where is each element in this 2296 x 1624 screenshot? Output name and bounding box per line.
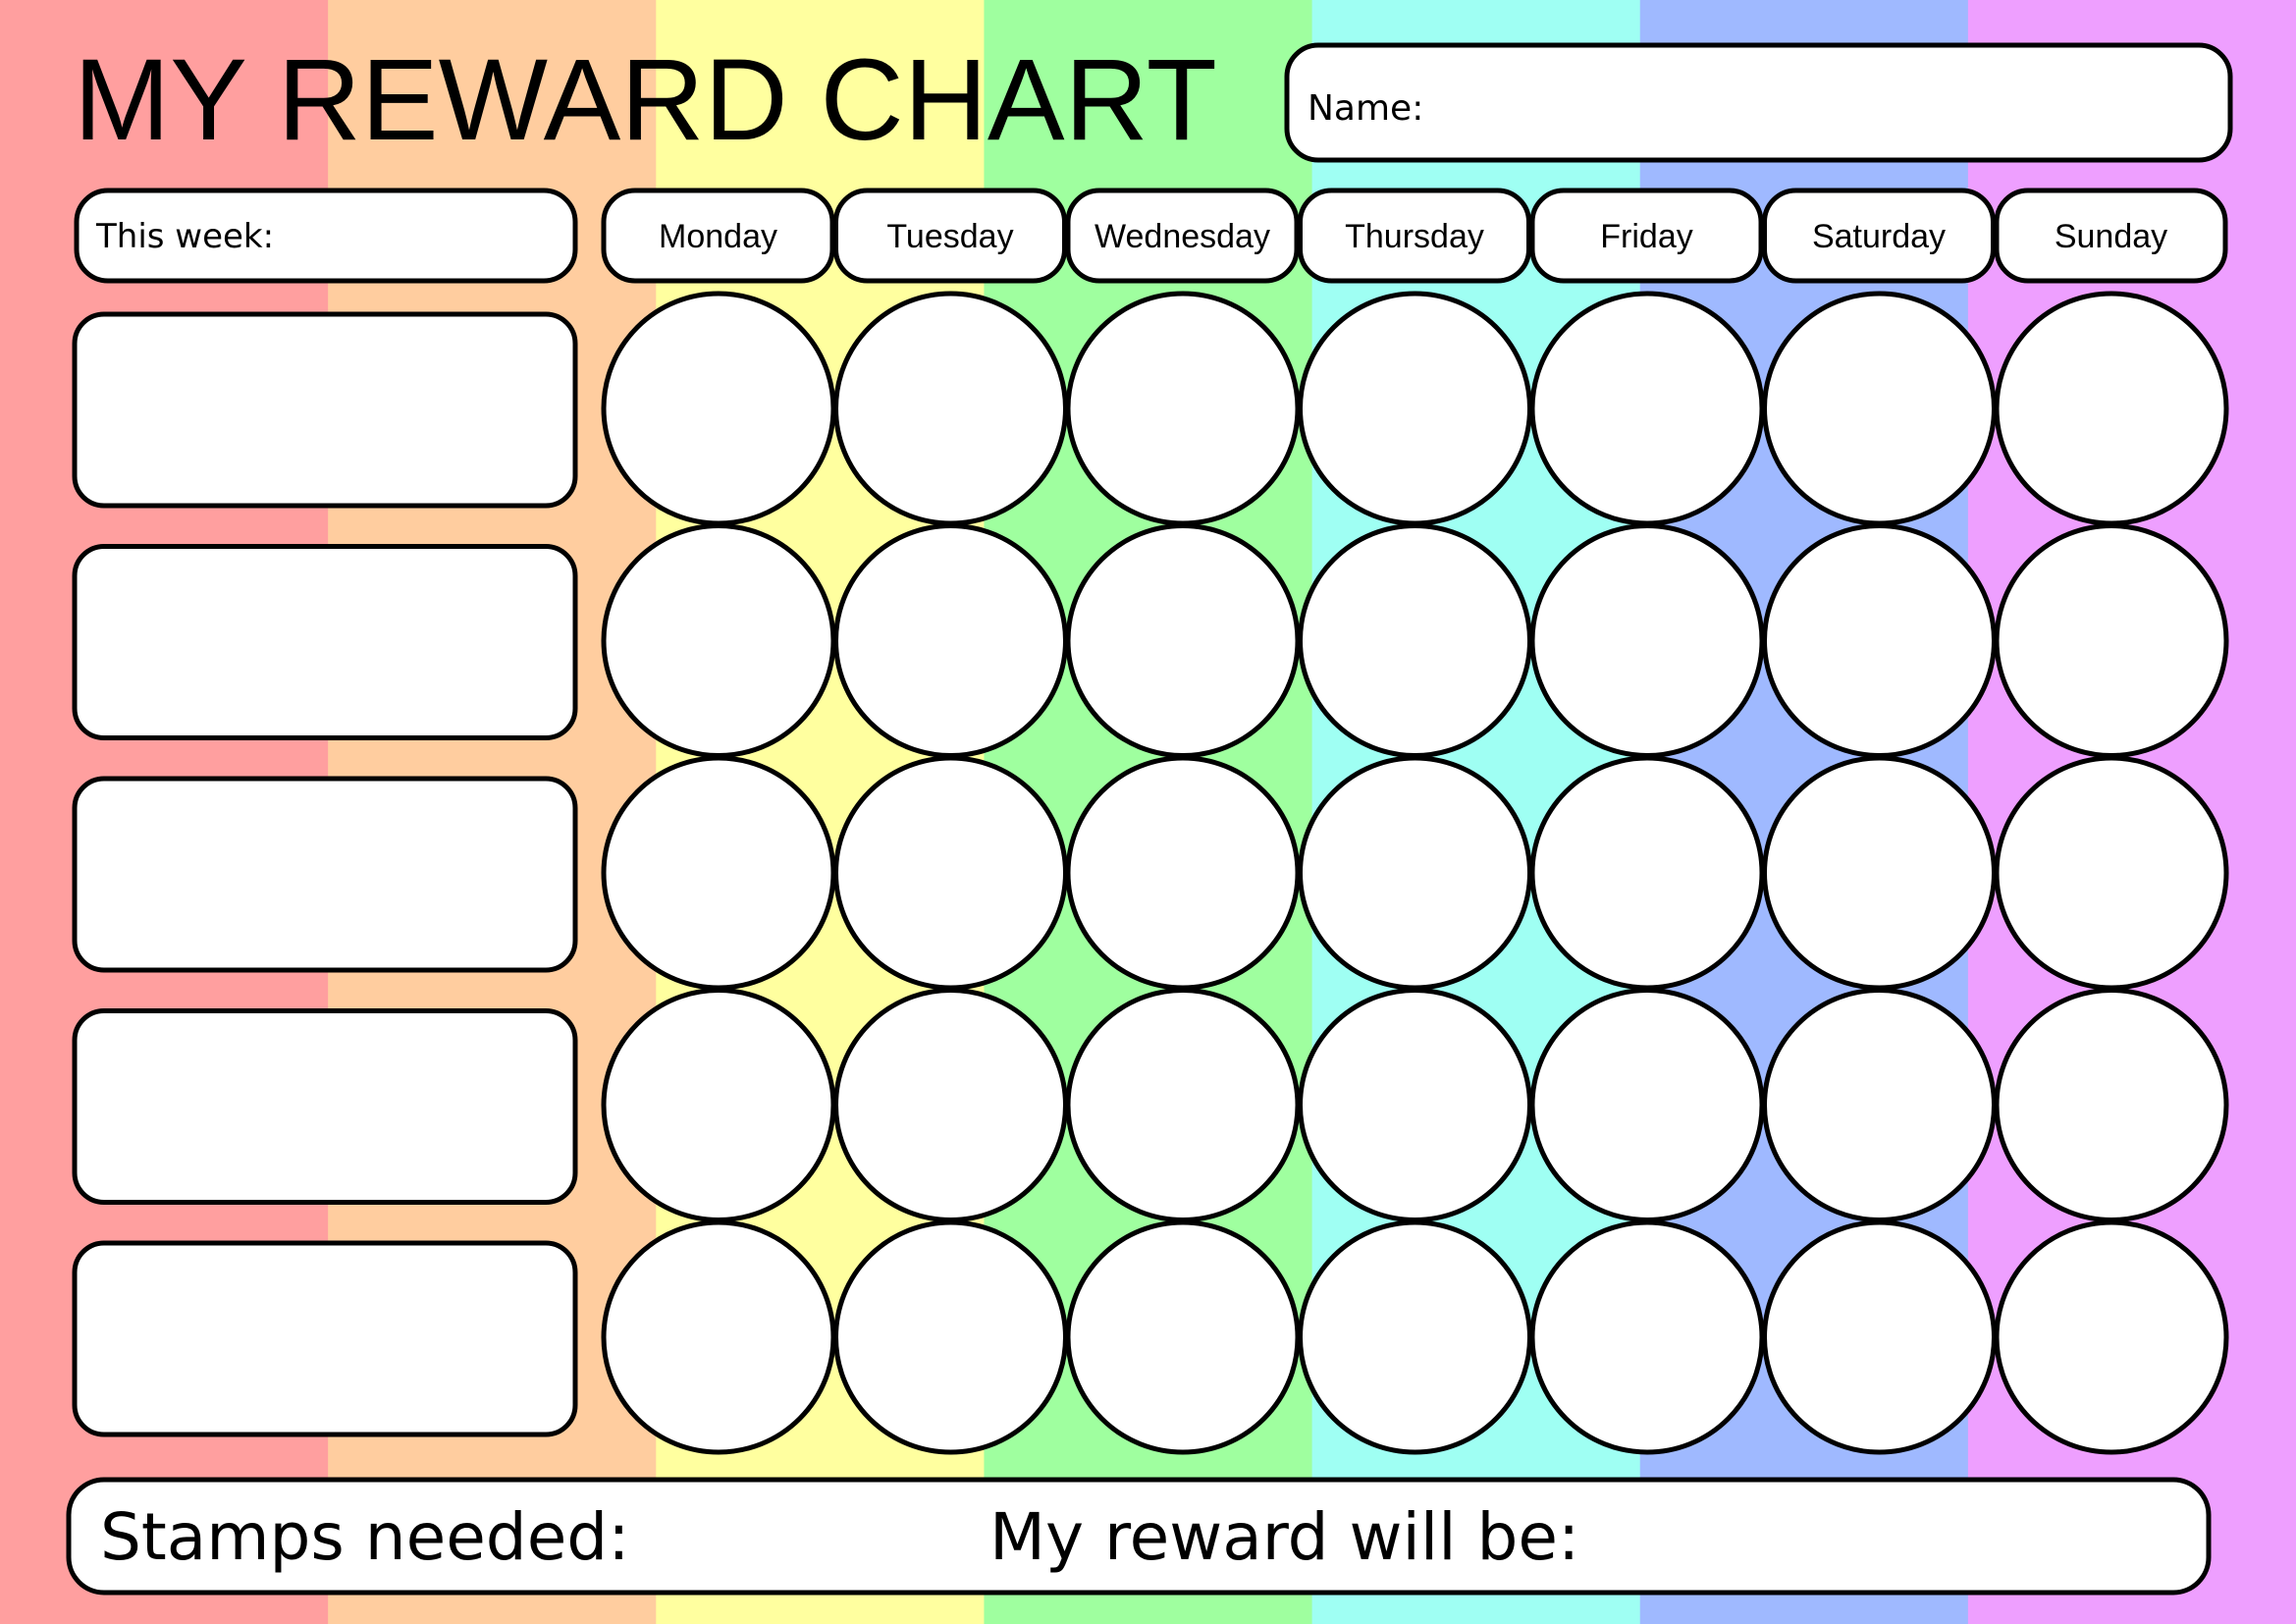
this-week-field[interactable]: This week: bbox=[74, 188, 578, 284]
task-box[interactable] bbox=[72, 1240, 578, 1437]
day-header-thursday: Thursday bbox=[1298, 188, 1531, 284]
stamp-circle[interactable] bbox=[1994, 291, 2229, 526]
stamp-circle[interactable] bbox=[1762, 988, 1997, 1222]
page-title: MY REWARD CHART bbox=[74, 35, 1217, 165]
task-boxes bbox=[72, 311, 578, 1437]
day-label: Tuesday bbox=[886, 218, 1013, 255]
stamp-circle[interactable] bbox=[1994, 1219, 2229, 1455]
stamp-circle[interactable] bbox=[1298, 291, 1532, 526]
stamp-circle[interactable] bbox=[601, 988, 836, 1222]
stamp-circle[interactable] bbox=[1994, 523, 2229, 758]
stamp-circle[interactable] bbox=[833, 988, 1068, 1222]
day-label: Thursday bbox=[1345, 218, 1484, 255]
stamp-circle[interactable] bbox=[833, 291, 1068, 526]
footer-box[interactable]: Stamps needed: My reward will be: bbox=[66, 1477, 2212, 1596]
stamp-circle[interactable] bbox=[1298, 523, 1532, 758]
day-label: Wednesday bbox=[1095, 218, 1270, 255]
day-label: Monday bbox=[659, 218, 777, 255]
day-label: Saturday bbox=[1812, 218, 1946, 255]
name-label: Name: bbox=[1308, 88, 1423, 129]
stamp-circle[interactable] bbox=[1529, 988, 1765, 1222]
stamp-circle[interactable] bbox=[1298, 1219, 1532, 1455]
stamp-circle[interactable] bbox=[601, 755, 836, 991]
stamp-circle[interactable] bbox=[1065, 523, 1301, 758]
task-box[interactable] bbox=[72, 311, 578, 509]
task-box[interactable] bbox=[72, 544, 578, 740]
stamp-circle[interactable] bbox=[1298, 755, 1532, 991]
stamp-circle[interactable] bbox=[1762, 1219, 1997, 1455]
stamp-circle[interactable] bbox=[601, 523, 836, 758]
stamp-circle[interactable] bbox=[833, 755, 1068, 991]
stamps-needed-label: Stamps needed: bbox=[100, 1499, 629, 1575]
day-header-monday: Monday bbox=[601, 188, 835, 284]
day-header-sunday: Sunday bbox=[1994, 188, 2228, 284]
stamp-circle[interactable] bbox=[1762, 523, 1997, 758]
day-header-saturday: Saturday bbox=[1762, 188, 1996, 284]
day-headers: Monday Tuesday Wednesday Thursday Friday Satu… bbox=[601, 188, 2228, 284]
reward-label: My reward will be: bbox=[989, 1499, 1579, 1575]
day-header-wednesday: Wednesday bbox=[1065, 188, 1300, 284]
stamp-circle[interactable] bbox=[833, 523, 1068, 758]
day-header-friday: Friday bbox=[1529, 188, 1764, 284]
stamp-circle[interactable] bbox=[1298, 988, 1532, 1222]
stamp-circle[interactable] bbox=[1529, 523, 1765, 758]
stamp-circle[interactable] bbox=[1994, 988, 2229, 1222]
task-box[interactable] bbox=[72, 776, 578, 973]
day-label: Friday bbox=[1600, 218, 1692, 255]
stamp-circle[interactable] bbox=[1065, 755, 1301, 991]
stamp-circle[interactable] bbox=[1065, 291, 1301, 526]
stamp-circle[interactable] bbox=[1762, 755, 1997, 991]
stamp-circle[interactable] bbox=[1762, 291, 1997, 526]
day-header-tuesday: Tuesday bbox=[833, 188, 1067, 284]
stamp-circle[interactable] bbox=[1065, 988, 1301, 1222]
stamp-circle[interactable] bbox=[1529, 1219, 1765, 1455]
stamp-circle[interactable] bbox=[1529, 755, 1765, 991]
task-box[interactable] bbox=[72, 1008, 578, 1205]
stamp-circle[interactable] bbox=[833, 1219, 1068, 1455]
stamp-circle[interactable] bbox=[1994, 755, 2229, 991]
stamp-circle[interactable] bbox=[601, 1219, 836, 1455]
stamp-circle[interactable] bbox=[1065, 1219, 1301, 1455]
day-label: Sunday bbox=[2055, 218, 2167, 255]
stamp-grid bbox=[601, 291, 2229, 1455]
name-field[interactable]: Name: bbox=[1284, 42, 2233, 163]
this-week-label: This week: bbox=[95, 217, 274, 256]
stamp-circle[interactable] bbox=[601, 291, 836, 526]
stamp-circle[interactable] bbox=[1529, 291, 1765, 526]
